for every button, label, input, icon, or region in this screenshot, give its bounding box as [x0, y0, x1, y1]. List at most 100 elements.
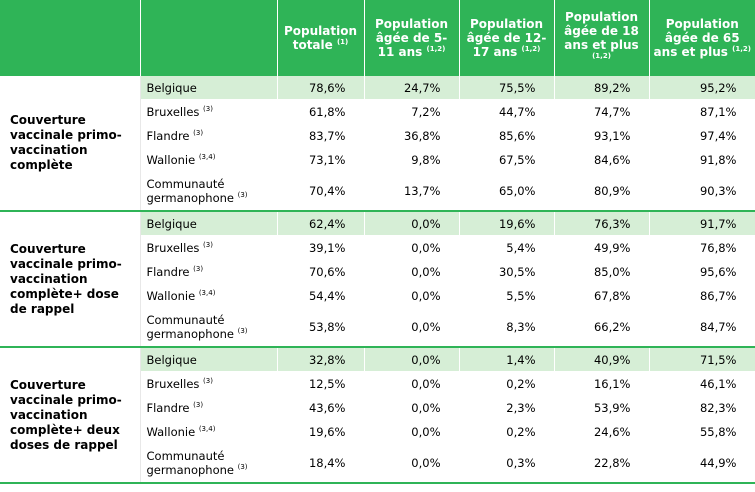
value-cell-12-17: 8,3%	[459, 307, 555, 348]
region-cell: Belgique	[140, 76, 278, 100]
value-cell-12-17: 85,6%	[459, 123, 555, 148]
value-cell-18-plus: 66,2%	[554, 307, 650, 348]
header-row: Population totale (1) Population âgée de…	[0, 0, 755, 76]
region-cell: Communauté germanophone (3)	[140, 307, 278, 348]
region-footnote: (3,4)	[198, 288, 216, 297]
table-row: Wallonie (3,4) 19,6% 0,0% 0,2% 24,6% 55,8%	[0, 419, 755, 444]
value-cell-18-plus: 22,8%	[554, 443, 650, 484]
region-footnote: (3)	[203, 376, 213, 385]
value-cell-12-17: 0,2%	[459, 371, 555, 396]
value-cell-5-11: 0,0%	[364, 283, 460, 308]
value-cell-18-plus: 76,3%	[554, 211, 650, 236]
region-cell: Bruxelles (3)	[140, 235, 278, 260]
region-cell: Flandre (3)	[140, 259, 278, 284]
value-cell-65-plus: 91,7%	[649, 211, 755, 236]
region-footnote: (3)	[237, 463, 248, 472]
value-cell-12-17: 1,4%	[459, 347, 555, 372]
value-cell-65-plus: 97,4%	[649, 123, 755, 148]
table-row: Flandre (3) 43,6% 0,0% 2,3% 53,9% 82,3%	[0, 395, 755, 420]
table-body: Couverture vaccinale primo-vaccination c…	[0, 76, 755, 484]
region-cell: Bruxelles (3)	[140, 99, 278, 124]
region-name: Bruxelles	[146, 376, 200, 391]
table-row: Couverture vaccinale primo-vaccination c…	[0, 76, 755, 212]
table-header: Population totale (1) Population âgée de…	[0, 0, 755, 76]
region-cell: Flandre (3)	[140, 395, 278, 420]
value-cell-5-11: 0,0%	[364, 395, 460, 420]
region-cell: Bruxelles (3)	[140, 371, 278, 396]
region-cell: Communauté germanophone (3)	[140, 171, 278, 212]
header-empty-region	[140, 0, 278, 76]
value-cell-total: 43,6%	[277, 395, 365, 420]
value-cell-5-11: 7,2%	[364, 99, 460, 124]
value-cell-65-plus: 95,6%	[649, 259, 755, 284]
value-cell-12-17: 65,0%	[459, 171, 555, 212]
table-row: Communauté germanophone (3) 70,4% 13,7% 65,…	[0, 171, 755, 212]
value-cell-5-11: 9,8%	[364, 147, 460, 172]
value-cell-18-plus: 93,1%	[554, 123, 650, 148]
value-cell-18-plus: 89,2%	[554, 76, 650, 100]
value-cell-65-plus: 95,2%	[649, 76, 755, 100]
table-row: Bruxelles (3) 39,1% 0,0% 5,4% 49,9% 76,8%	[0, 235, 755, 260]
region-name: Communauté germanophone	[146, 177, 234, 205]
region-name: Wallonie	[146, 424, 196, 439]
value-cell-65-plus: 82,3%	[649, 395, 755, 420]
region-name: Flandre	[146, 264, 190, 279]
region-name: Bruxelles	[146, 240, 200, 255]
region-name: Flandre	[146, 128, 190, 143]
value-cell-12-17: 5,5%	[459, 283, 555, 308]
value-cell-18-plus: 80,9%	[554, 171, 650, 212]
value-cell-total: 61,8%	[277, 99, 365, 124]
region-cell: Belgique	[140, 347, 278, 372]
region-footnote: (3)	[237, 191, 248, 200]
value-cell-12-17: 67,5%	[459, 147, 555, 172]
value-cell-total: 62,4%	[277, 211, 365, 236]
value-cell-12-17: 44,7%	[459, 99, 555, 124]
table-row: Couverture vaccinale primo-vaccination c…	[0, 347, 755, 484]
value-cell-5-11: 0,0%	[364, 235, 460, 260]
value-cell-total: 39,1%	[277, 235, 365, 260]
value-cell-5-11: 24,7%	[364, 76, 460, 100]
region-cell: Communauté germanophone (3)	[140, 443, 278, 484]
table-row: Bruxelles (3) 12,5% 0,0% 0,2% 16,1% 46,1%	[0, 371, 755, 396]
value-cell-18-plus: 84,6%	[554, 147, 650, 172]
value-cell-18-plus: 67,8%	[554, 283, 650, 308]
value-cell-12-17: 5,4%	[459, 235, 555, 260]
group-label: Couverture vaccinale primo-vaccination c…	[0, 76, 141, 212]
value-cell-total: 53,8%	[277, 307, 365, 348]
region-cell: Flandre (3)	[140, 123, 278, 148]
region-footnote: (3)	[193, 264, 204, 273]
value-cell-total: 12,5%	[277, 371, 365, 396]
region-name: Belgique	[146, 352, 197, 367]
value-cell-65-plus: 86,7%	[649, 283, 755, 308]
value-cell-65-plus: 91,8%	[649, 147, 755, 172]
value-cell-18-plus: 74,7%	[554, 99, 650, 124]
value-cell-65-plus: 90,3%	[649, 171, 755, 212]
group-label: Couverture vaccinale primo-vaccination c…	[0, 347, 141, 484]
region-footnote: (3,4)	[198, 152, 216, 161]
region-name: Belgique	[146, 80, 197, 95]
value-cell-12-17: 0,2%	[459, 419, 555, 444]
value-cell-65-plus: 46,1%	[649, 371, 755, 396]
header-col-5-11: Population âgée de 5-11 ans (1,2)	[364, 0, 460, 76]
region-cell: Wallonie (3,4)	[140, 419, 278, 444]
region-cell: Belgique	[140, 211, 278, 236]
value-cell-18-plus: 16,1%	[554, 371, 650, 396]
value-cell-12-17: 2,3%	[459, 395, 555, 420]
value-cell-12-17: 30,5%	[459, 259, 555, 284]
value-cell-5-11: 0,0%	[364, 419, 460, 444]
table-row: Bruxelles (3) 61,8% 7,2% 44,7% 74,7% 87,1%	[0, 99, 755, 124]
value-cell-5-11: 13,7%	[364, 171, 460, 212]
table-row: Communauté germanophone (3) 53,8% 0,0% 8,3%…	[0, 307, 755, 348]
value-cell-5-11: 0,0%	[364, 443, 460, 484]
region-cell: Wallonie (3,4)	[140, 283, 278, 308]
value-cell-12-17: 75,5%	[459, 76, 555, 100]
value-cell-18-plus: 53,9%	[554, 395, 650, 420]
header-col-65-plus: Population âgée de 65 ans et plus (1,2)	[649, 0, 755, 76]
group-label: Couverture vaccinale primo-vaccination c…	[0, 211, 141, 348]
value-cell-65-plus: 76,8%	[649, 235, 755, 260]
region-footnote: (3)	[237, 327, 248, 336]
value-cell-total: 78,6%	[277, 76, 365, 100]
value-cell-total: 18,4%	[277, 443, 365, 484]
header-col-12-17: Population âgée de 12-17 ans (1,2)	[459, 0, 555, 76]
header-empty-group	[0, 0, 141, 76]
